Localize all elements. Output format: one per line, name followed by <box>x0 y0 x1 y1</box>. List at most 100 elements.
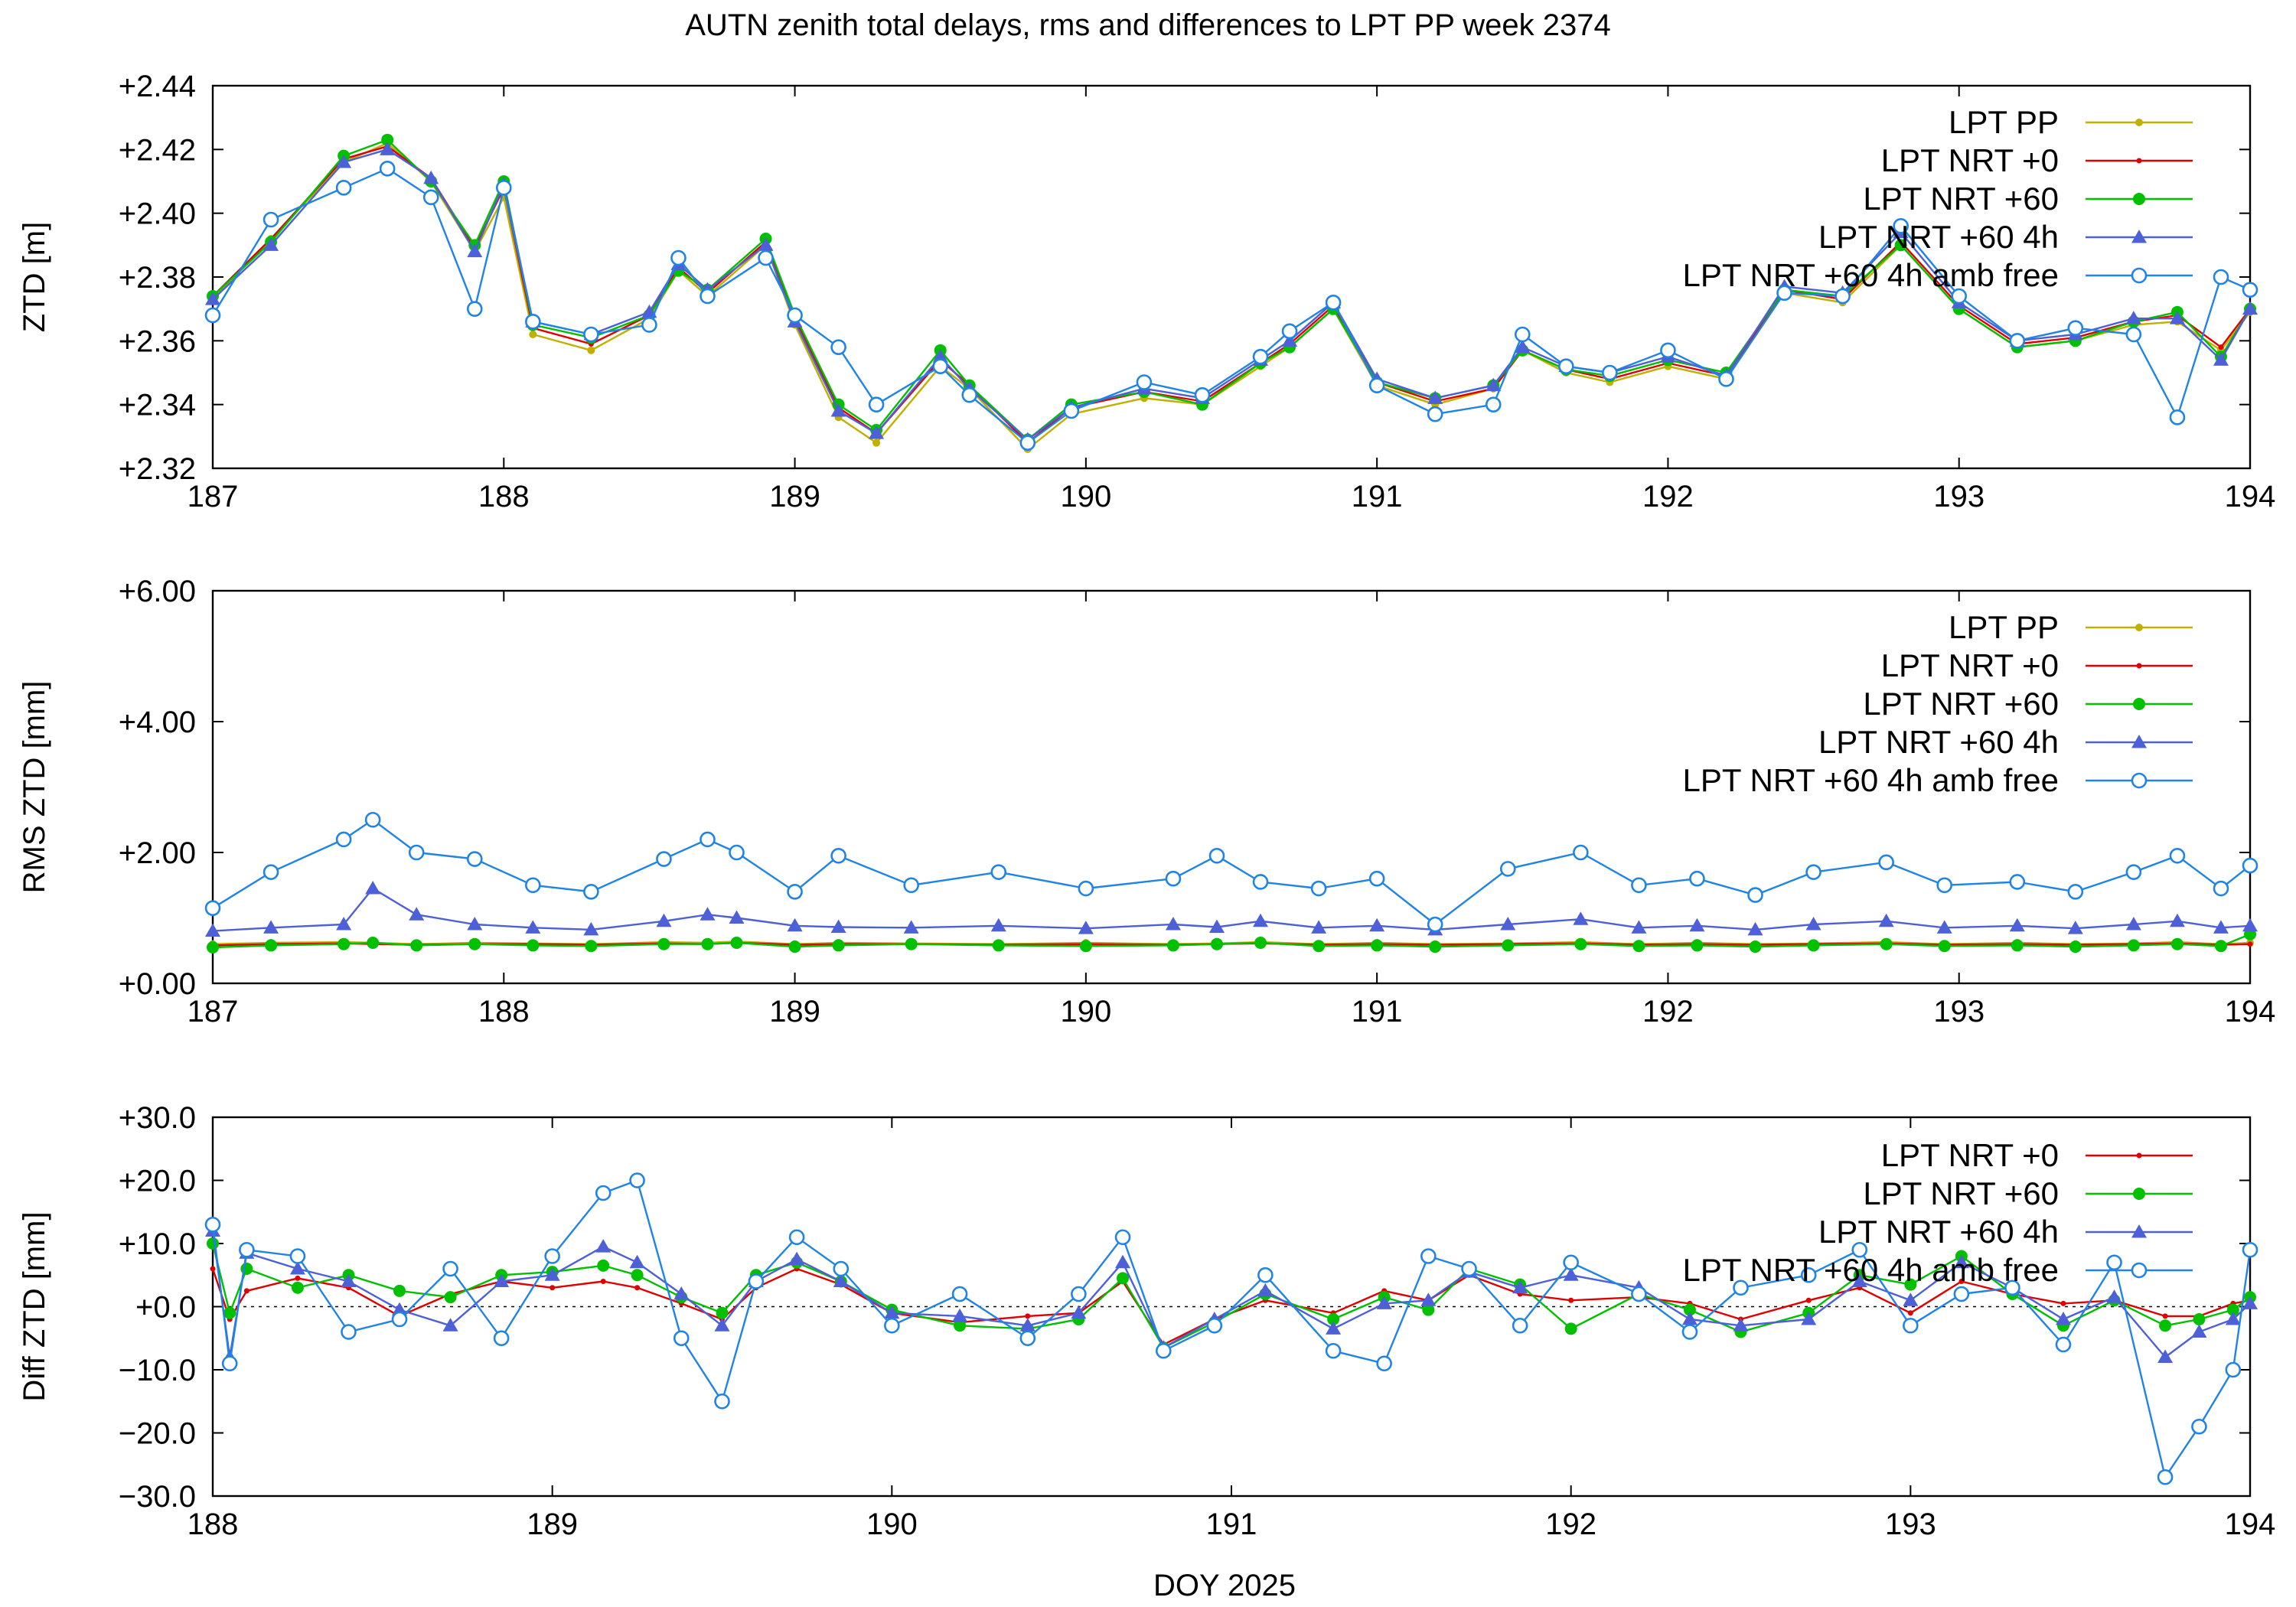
data-point <box>1904 1278 1917 1291</box>
rms-ztd-panel: 187 188 189 190 191 192 193 194 +0.00 +2.00 +4.00 +… <box>18 575 2275 1028</box>
data-point <box>833 1273 849 1287</box>
data-point <box>2067 320 2084 336</box>
data-point <box>2125 311 2141 324</box>
legend-label: LPT PP <box>1949 609 2059 645</box>
y-tick-label: +2.00 <box>119 836 196 870</box>
data-point <box>961 386 978 403</box>
data-point <box>2127 939 2140 952</box>
data-point <box>1907 1310 1913 1316</box>
series-line <box>211 1231 2251 1358</box>
data-point <box>1683 1303 1696 1316</box>
data-point <box>2125 917 2141 931</box>
data-point <box>2055 1312 2071 1325</box>
data-point <box>583 884 599 900</box>
data-point <box>595 1239 612 1253</box>
data-point <box>2242 282 2258 298</box>
series-lpt-nrt-plus60-4h <box>205 881 2258 937</box>
data-point <box>1512 1279 1528 1294</box>
data-point <box>204 307 221 324</box>
data-point <box>903 877 919 894</box>
data-point <box>1325 295 1342 311</box>
data-point <box>954 1319 967 1332</box>
data-point <box>205 923 220 937</box>
data-point <box>657 937 670 950</box>
data-point <box>1893 218 1909 234</box>
data-point <box>1631 920 1647 934</box>
y-tick-label: −30.0 <box>119 1480 196 1514</box>
legend-swatch-marker <box>2135 624 2143 631</box>
data-point <box>1749 940 1762 953</box>
legend-label: LPT NRT +60 <box>1863 1175 2059 1211</box>
data-point <box>1429 940 1442 953</box>
data-point <box>1368 377 1385 393</box>
data-point <box>1311 920 1327 934</box>
data-point <box>381 133 394 146</box>
legend-swatch-marker <box>2131 735 2147 748</box>
data-point <box>335 180 352 196</box>
legend-swatch-marker <box>2135 119 2143 126</box>
data-point <box>1681 1324 1698 1340</box>
data-point <box>1500 917 1516 931</box>
data-point <box>2213 920 2229 934</box>
data-point <box>2242 918 2258 932</box>
data-point <box>2225 1312 2241 1325</box>
data-point <box>2247 941 2253 947</box>
data-point <box>1631 1286 1647 1302</box>
series-lpt-nrt-plus60-4h-amb-free <box>204 811 2258 933</box>
data-point <box>1194 386 1211 403</box>
data-point <box>1573 844 1589 861</box>
data-point <box>2162 1313 2168 1319</box>
data-point <box>2067 884 2084 900</box>
data-point <box>1254 936 1267 949</box>
data-point <box>2213 880 2229 897</box>
data-point <box>1558 358 1574 374</box>
data-point <box>336 917 352 931</box>
data-point <box>1747 921 1763 936</box>
data-point <box>1953 1286 1970 1302</box>
data-point <box>1951 288 1968 305</box>
data-point <box>494 1273 510 1287</box>
data-point <box>1115 1254 1131 1269</box>
x-tick-label: 191 <box>1206 1508 1257 1541</box>
data-point <box>409 907 425 921</box>
data-point <box>1499 861 1516 877</box>
data-point <box>1019 1330 1036 1347</box>
data-point <box>1631 877 1647 894</box>
data-point <box>932 358 949 374</box>
data-point <box>442 1260 458 1277</box>
data-point <box>2213 269 2229 285</box>
data-point <box>700 831 716 848</box>
data-point <box>631 1269 644 1282</box>
data-point <box>205 292 220 305</box>
data-point <box>670 249 687 266</box>
data-point <box>1281 323 1298 340</box>
data-point <box>2157 1468 2174 1485</box>
data-point <box>1079 940 1092 953</box>
data-point <box>833 1260 850 1277</box>
data-point <box>2069 940 2082 953</box>
data-point <box>550 1285 556 1291</box>
data-point <box>336 155 352 168</box>
data-point <box>1894 239 1907 252</box>
legend-label: LPT NRT +0 <box>1881 1137 2059 1173</box>
x-tick-label: 190 <box>1060 995 1111 1028</box>
data-point <box>1689 918 1705 932</box>
data-point <box>1252 874 1269 890</box>
data-point <box>527 939 540 952</box>
data-point <box>673 1286 690 1300</box>
data-point <box>291 1281 304 1294</box>
data-point <box>341 1324 357 1340</box>
data-point <box>1563 1267 1579 1281</box>
legend-swatch-marker <box>2133 698 2145 710</box>
data-point <box>1515 339 1531 354</box>
data-point <box>990 864 1007 880</box>
data-point <box>2169 847 2186 864</box>
data-point <box>410 939 423 952</box>
legend-label: LPT NRT +0 <box>1881 647 2059 683</box>
data-point <box>2009 918 2025 932</box>
data-point <box>597 1259 610 1272</box>
data-point <box>210 1266 216 1272</box>
data-point <box>634 1285 641 1291</box>
legend-label: LPT NRT +60 4h <box>1818 1214 2059 1250</box>
